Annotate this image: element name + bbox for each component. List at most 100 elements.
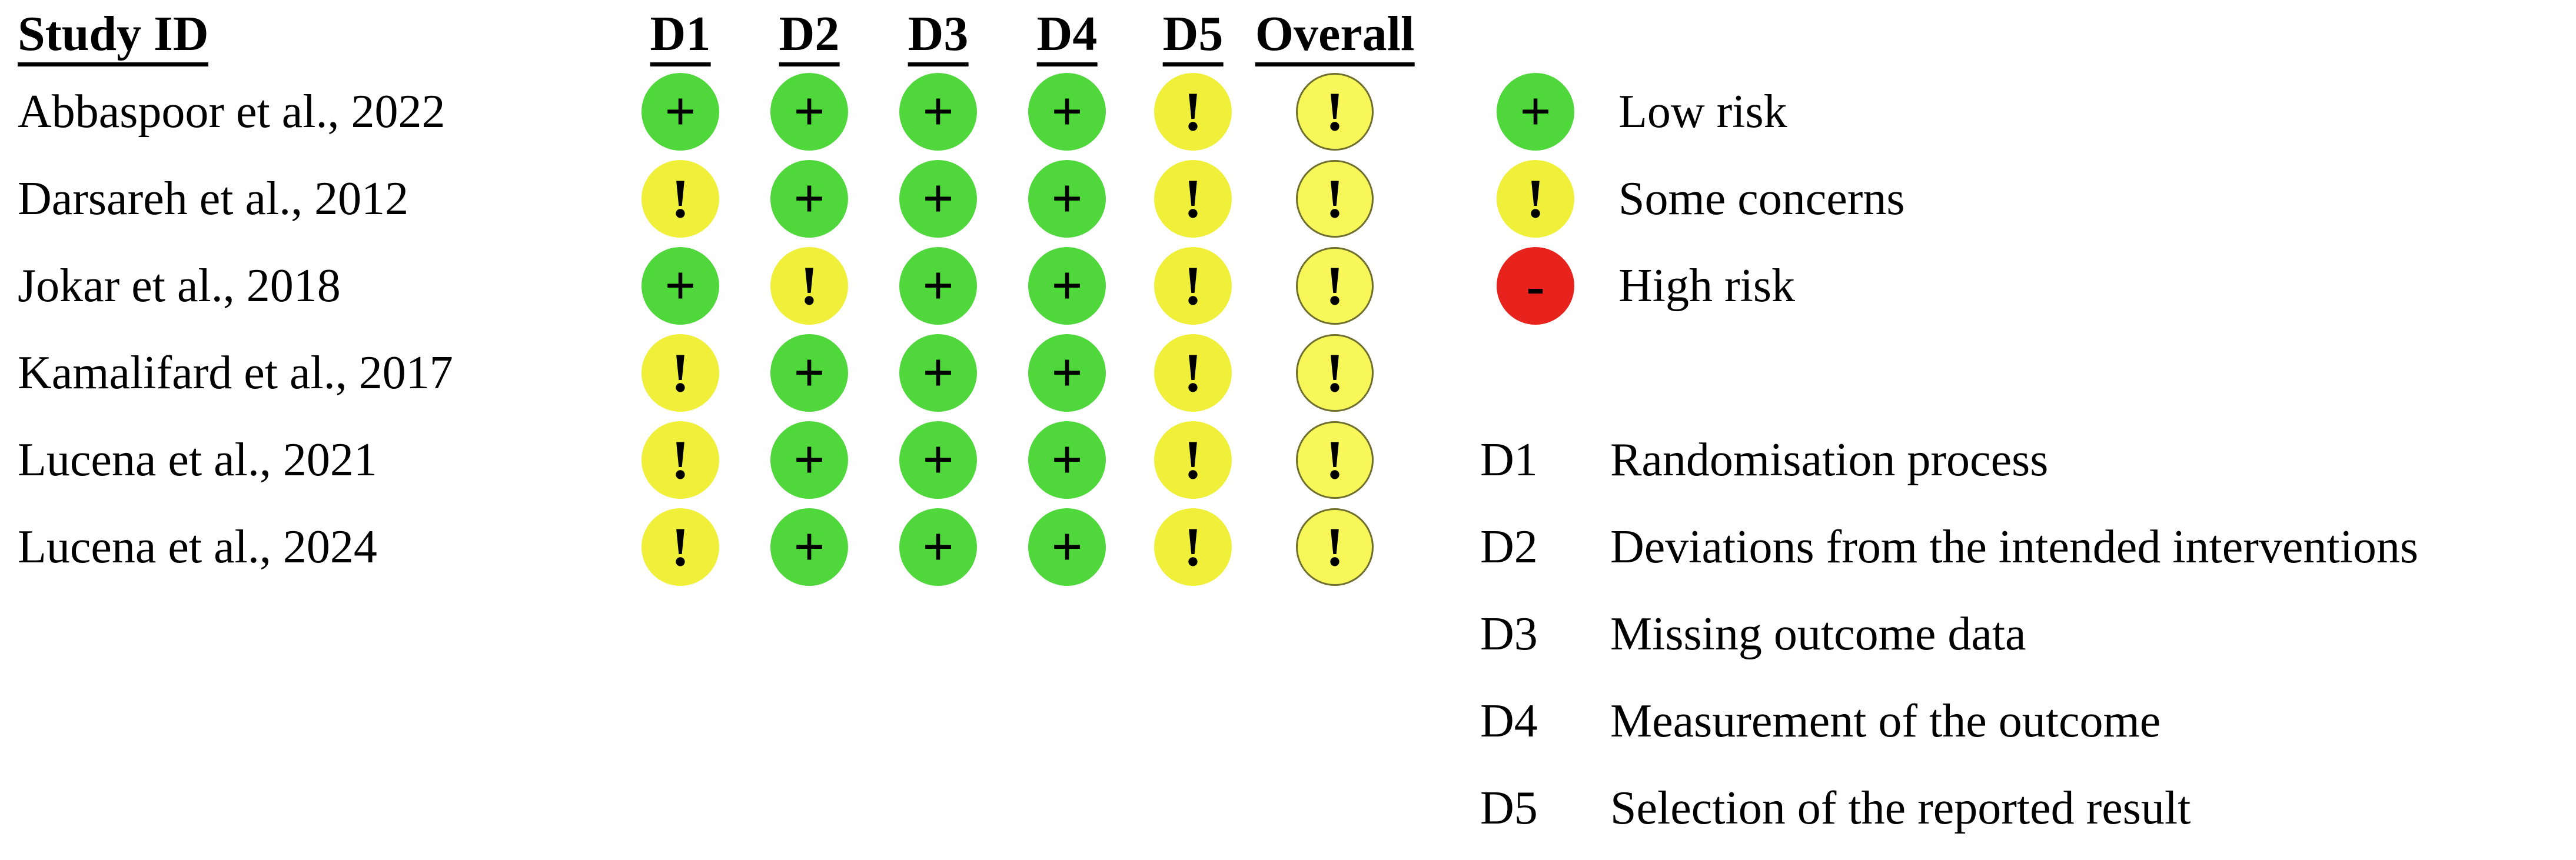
plus-icon: + (922, 342, 954, 404)
judgment-circle-low: + (770, 73, 848, 151)
domain-header-d5: D5 (1162, 9, 1224, 66)
exclamation-icon: ! (1184, 342, 1202, 404)
plus-icon: + (1051, 516, 1083, 578)
judgment-circle-some: ! (1296, 160, 1374, 238)
definition-label: Deviations from the intended interventio… (1610, 521, 2419, 573)
judgment-circle-low: + (770, 160, 848, 238)
judgment-circle-low: + (770, 334, 848, 412)
exclamation-icon: ! (1526, 168, 1545, 229)
exclamation-icon: ! (1184, 429, 1202, 491)
legend-label: Low risk (1618, 86, 1787, 138)
legend-circle-some: ! (1497, 160, 1574, 238)
judgment-circle-some: ! (1296, 334, 1374, 412)
plus-icon: + (922, 81, 954, 142)
plus-icon: + (922, 168, 954, 229)
exclamation-icon: ! (1325, 168, 1344, 229)
plus-icon: + (793, 429, 825, 491)
exclamation-icon: ! (1325, 255, 1344, 316)
plus-icon: + (1520, 81, 1551, 142)
plus-icon: + (1051, 168, 1083, 229)
judgment-circle-some: ! (1296, 421, 1374, 499)
judgment-circle-low: + (899, 508, 977, 586)
legend-circle-low: + (1497, 73, 1574, 151)
plus-icon: + (664, 81, 696, 142)
definition-code-d4: D4 (1480, 695, 1538, 747)
judgment-circle-some: ! (641, 508, 719, 586)
judgment-circle-some: ! (1154, 247, 1232, 325)
exclamation-icon: ! (671, 429, 690, 491)
exclamation-icon: ! (671, 516, 690, 578)
plus-icon: + (922, 429, 954, 491)
study-label: Lucena et al., 2024 (18, 521, 377, 573)
exclamation-icon: ! (1184, 168, 1202, 229)
judgment-circle-some: ! (641, 334, 719, 412)
plus-icon: + (1051, 429, 1083, 491)
plus-icon: + (922, 255, 954, 316)
exclamation-icon: ! (671, 168, 690, 229)
judgment-circle-low: + (770, 508, 848, 586)
plus-icon: + (1051, 255, 1083, 316)
judgment-circle-low: + (899, 160, 977, 238)
study-label: Lucena et al., 2021 (18, 434, 377, 486)
judgment-circle-low: + (1028, 73, 1106, 151)
definition-label: Randomisation process (1610, 434, 2049, 486)
judgment-circle-some: ! (1154, 73, 1232, 151)
exclamation-icon: ! (671, 342, 690, 404)
definition-code-d1: D1 (1480, 434, 1538, 486)
legend-label: High risk (1618, 260, 1795, 312)
study-label: Abbaspoor et al., 2022 (18, 86, 446, 138)
study-id-header: Study ID (18, 9, 209, 66)
judgment-circle-some: ! (1154, 160, 1232, 238)
judgment-circle-low: + (641, 247, 719, 325)
judgment-circle-some: ! (1296, 508, 1374, 586)
definition-code-d3: D3 (1480, 608, 1538, 660)
judgment-circle-low: + (641, 73, 719, 151)
plus-icon: + (793, 516, 825, 578)
judgment-circle-some: ! (1154, 334, 1232, 412)
legend-circle-high: - (1497, 247, 1574, 325)
exclamation-icon: ! (1325, 516, 1344, 578)
plus-icon: + (793, 168, 825, 229)
judgment-circle-low: + (899, 421, 977, 499)
judgment-circle-low: + (1028, 247, 1106, 325)
domain-header-d2: D2 (779, 9, 840, 66)
legend-label: Some concerns (1618, 173, 1905, 225)
plus-icon: + (922, 516, 954, 578)
domain-header-overall: Overall (1255, 9, 1415, 66)
exclamation-icon: ! (800, 255, 819, 316)
domain-header-d4: D4 (1036, 9, 1098, 66)
exclamation-icon: ! (1184, 81, 1202, 142)
plus-icon: + (1051, 81, 1083, 142)
study-label: Darsareh et al., 2012 (18, 173, 409, 225)
plus-icon: + (1051, 342, 1083, 404)
definition-label: Missing outcome data (1610, 608, 2026, 660)
judgment-circle-some: ! (1154, 421, 1232, 499)
definition-code-d5: D5 (1480, 782, 1538, 834)
judgment-circle-some: ! (641, 421, 719, 499)
judgment-circle-some: ! (770, 247, 848, 325)
definition-code-d2: D2 (1480, 521, 1538, 573)
judgment-circle-low: + (1028, 421, 1106, 499)
judgment-circle-some: ! (1296, 247, 1374, 325)
judgment-circle-low: + (770, 421, 848, 499)
judgment-circle-some: ! (1154, 508, 1232, 586)
exclamation-icon: ! (1184, 255, 1202, 316)
domain-header-d3: D3 (908, 9, 969, 66)
domain-header-d1: D1 (650, 9, 711, 66)
judgment-circle-low: + (899, 73, 977, 151)
judgment-circle-low: + (1028, 508, 1106, 586)
exclamation-icon: ! (1325, 81, 1344, 142)
study-label: Jokar et al., 2018 (18, 260, 341, 312)
judgment-circle-low: + (899, 334, 977, 412)
minus-icon: - (1526, 255, 1545, 316)
study-label: Kamalifard et al., 2017 (18, 347, 453, 399)
judgment-circle-low: + (899, 247, 977, 325)
plus-icon: + (793, 81, 825, 142)
judgment-circle-low: + (1028, 334, 1106, 412)
definition-label: Selection of the reported result (1610, 782, 2191, 834)
exclamation-icon: ! (1325, 342, 1344, 404)
judgment-circle-low: + (1028, 160, 1106, 238)
exclamation-icon: ! (1184, 516, 1202, 578)
definition-label: Measurement of the outcome (1610, 695, 2161, 747)
